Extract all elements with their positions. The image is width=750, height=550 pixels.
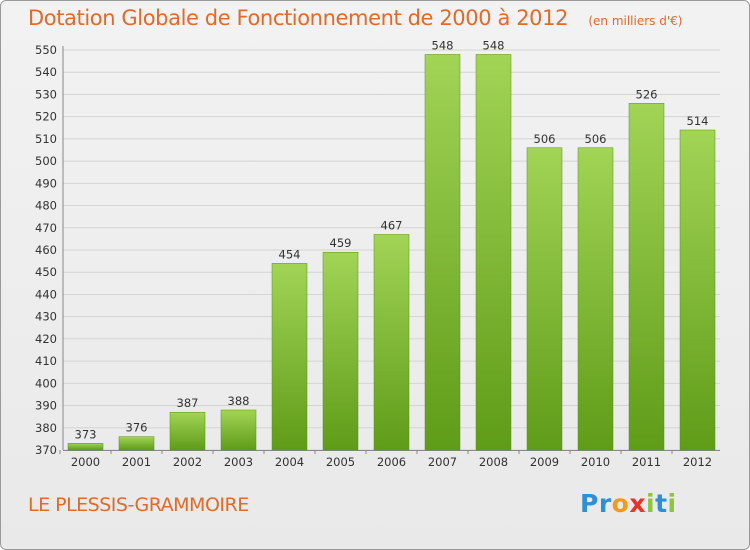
bar-2006: [373, 234, 410, 451]
value-label-2000: 373: [75, 427, 97, 441]
bar-2004: [271, 263, 308, 451]
title-text: Dotation Globale de Fonctionnement de 20…: [28, 6, 569, 30]
logo-letter: P: [580, 489, 599, 518]
y-tick-390: 390: [35, 399, 57, 413]
x-tick-2011: 2011: [632, 455, 661, 469]
y-tick-550: 550: [35, 43, 57, 57]
bar-2005: [322, 251, 359, 451]
bar-2007: [424, 54, 461, 451]
bars: [67, 54, 716, 451]
value-label-2007: 548: [432, 38, 454, 52]
value-label-2011: 526: [636, 87, 658, 101]
y-tick-380: 380: [35, 421, 57, 435]
value-label-2012: 514: [687, 114, 709, 128]
y-tick-410: 410: [35, 354, 57, 368]
bar-2008: [475, 54, 512, 451]
logo-letter: o: [611, 489, 630, 518]
bar-2003: [220, 409, 257, 451]
value-label-2002: 387: [177, 396, 199, 410]
y-tick-510: 510: [35, 132, 57, 146]
y-tick-430: 430: [35, 310, 57, 324]
y-tick-480: 480: [35, 199, 57, 213]
value-label-2008: 548: [483, 38, 505, 52]
y-tick-500: 500: [35, 154, 57, 168]
logo-letter: i: [667, 489, 677, 518]
x-tick-2010: 2010: [581, 455, 610, 469]
x-tick-2001: 2001: [122, 455, 151, 469]
y-tick-530: 530: [35, 87, 57, 101]
axes: [59, 46, 720, 454]
y-tick-470: 470: [35, 221, 57, 235]
x-tick-2005: 2005: [326, 455, 355, 469]
value-label-2004: 454: [279, 247, 301, 261]
x-tick-2008: 2008: [479, 455, 508, 469]
bar-2012: [679, 129, 716, 451]
chart-title: Dotation Globale de Fonctionnement de 20…: [28, 6, 682, 30]
y-tick-370: 370: [35, 443, 57, 457]
proxiti-logo: Proxiti: [580, 489, 677, 518]
x-tick-2007: 2007: [428, 455, 457, 469]
y-tick-440: 440: [35, 287, 57, 301]
value-labels: 373 376 387 388 454 459 467 548 548 506 506 526 514: [75, 38, 709, 441]
bar-2002: [169, 411, 206, 451]
y-tick-420: 420: [35, 332, 57, 346]
x-tick-2006: 2006: [377, 455, 406, 469]
x-tick-2004: 2004: [275, 455, 304, 469]
logo-letter: t: [655, 489, 668, 518]
y-tick-520: 520: [35, 110, 57, 124]
value-label-2001: 376: [126, 421, 148, 435]
units-label: (en milliers d'€): [588, 14, 683, 28]
y-tick-450: 450: [35, 265, 57, 279]
x-tick-2012: 2012: [683, 455, 712, 469]
x-tick-2002: 2002: [173, 455, 202, 469]
value-label-2006: 467: [381, 218, 403, 232]
value-label-2003: 388: [228, 394, 250, 408]
value-label-2009: 506: [534, 132, 556, 146]
logo-letter: i: [646, 489, 656, 518]
x-tick-labels: 2000 2001 2002 2003 2004 2005 2006 2007 2008 2009…: [71, 455, 712, 469]
logo-letter: x: [629, 489, 646, 518]
bar-2009: [526, 147, 563, 451]
y-tick-460: 460: [35, 243, 57, 257]
value-label-2005: 459: [330, 236, 352, 250]
bar-2001: [118, 436, 155, 451]
bar-2010: [577, 147, 614, 451]
y-tick-400: 400: [35, 376, 57, 390]
x-tick-2003: 2003: [224, 455, 253, 469]
y-tick-490: 490: [35, 176, 57, 190]
bar-2011: [628, 103, 665, 451]
y-tick-labels: 370 380 390 400 410 420 430 440 450 460 470 480 490 5…: [35, 43, 57, 457]
value-label-2010: 506: [585, 132, 607, 146]
x-tick-2000: 2000: [71, 455, 100, 469]
y-tick-540: 540: [35, 65, 57, 79]
x-tick-2009: 2009: [530, 455, 559, 469]
location-name: LE PLESSIS-GRAMMOIRE: [28, 494, 249, 516]
bar-2000: [67, 443, 104, 451]
logo-letter: r: [598, 489, 612, 518]
